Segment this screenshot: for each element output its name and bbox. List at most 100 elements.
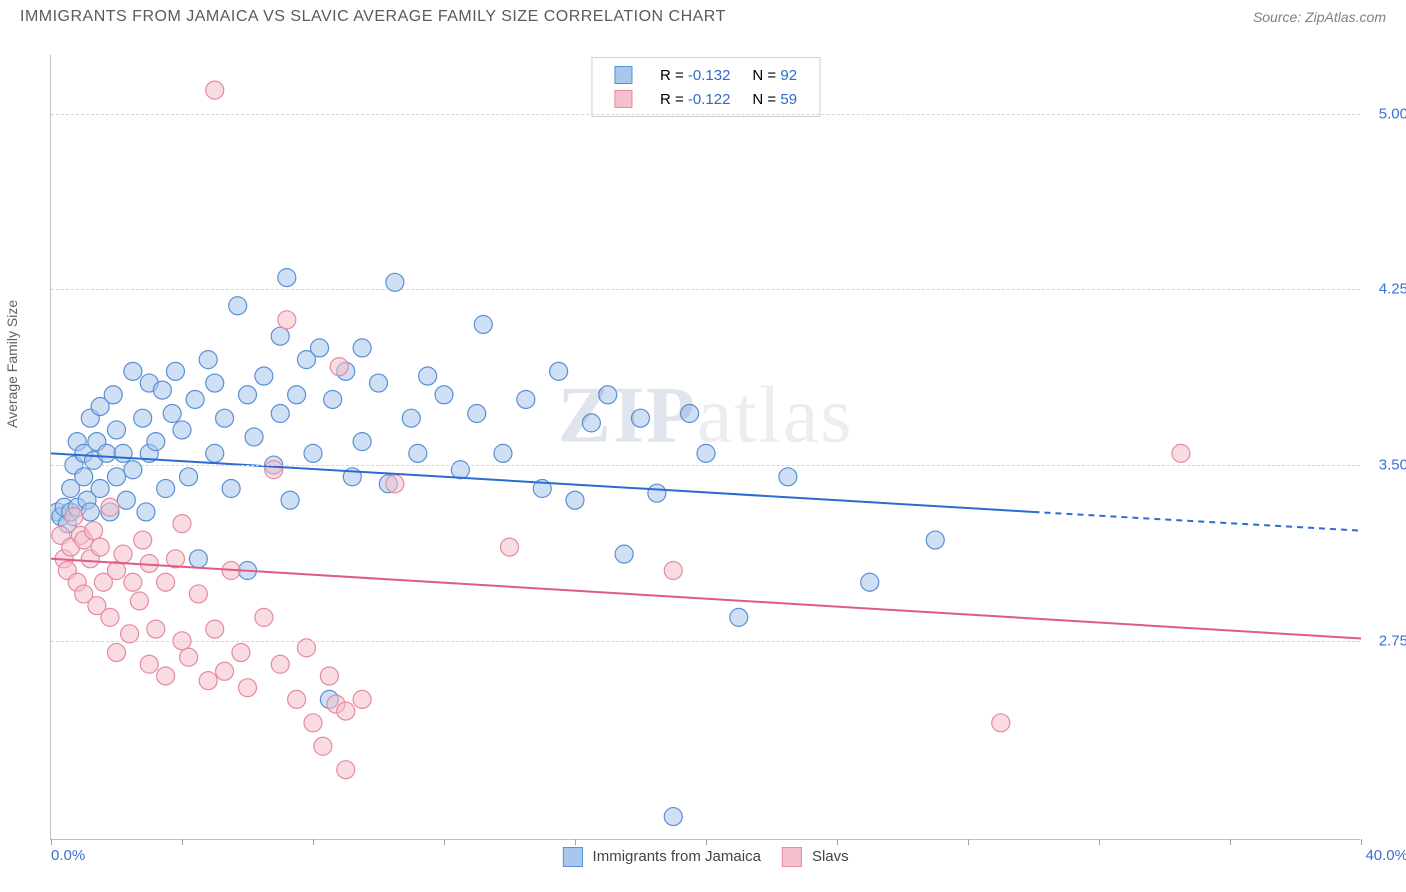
data-point — [320, 667, 338, 685]
data-point — [134, 531, 152, 549]
y-tick-label: 4.25 — [1379, 281, 1406, 298]
data-point — [104, 386, 122, 404]
chart-plot-area: ZIPatlas R = -0.132 N = 92 R = -0.122 N … — [50, 55, 1360, 840]
x-tick — [1099, 839, 1100, 845]
data-point — [664, 808, 682, 826]
x-tick — [51, 839, 52, 845]
data-point — [239, 679, 257, 697]
gridline — [51, 114, 1360, 115]
data-point — [157, 480, 175, 498]
trend-line-extrapolated — [1034, 512, 1362, 531]
x-tick — [182, 839, 183, 845]
data-point — [199, 351, 217, 369]
trend-line — [51, 453, 1034, 512]
data-point — [550, 362, 568, 380]
x-tick — [444, 839, 445, 845]
data-point — [330, 358, 348, 376]
data-point — [271, 655, 289, 673]
data-point — [648, 484, 666, 502]
data-point — [199, 672, 217, 690]
data-point — [697, 444, 715, 462]
data-point — [474, 315, 492, 333]
data-point — [337, 702, 355, 720]
data-point — [101, 498, 119, 516]
data-point — [229, 297, 247, 315]
data-point — [232, 644, 250, 662]
data-point — [189, 550, 207, 568]
y-axis-label: Average Family Size — [4, 300, 20, 428]
gridline — [51, 641, 1360, 642]
data-point — [324, 390, 342, 408]
x-tick — [1230, 839, 1231, 845]
data-point — [386, 475, 404, 493]
data-point — [501, 538, 519, 556]
x-axis-min-label: 0.0% — [51, 847, 85, 864]
data-point — [153, 381, 171, 399]
data-point — [255, 367, 273, 385]
data-point — [65, 508, 83, 526]
data-point — [245, 428, 263, 446]
data-point — [419, 367, 437, 385]
data-point — [566, 491, 584, 509]
data-point — [409, 444, 427, 462]
data-point — [114, 545, 132, 563]
data-point — [137, 503, 155, 521]
data-point — [216, 409, 234, 427]
data-point — [124, 461, 142, 479]
data-point — [582, 414, 600, 432]
data-point — [370, 374, 388, 392]
data-point — [108, 562, 126, 580]
gridline — [51, 289, 1360, 290]
data-point — [147, 620, 165, 638]
data-point — [278, 269, 296, 287]
data-point — [124, 362, 142, 380]
x-tick — [1361, 839, 1362, 845]
data-point — [311, 339, 329, 357]
data-point — [314, 737, 332, 755]
x-axis-max-label: 40.0% — [1365, 847, 1406, 864]
chart-title: IMMIGRANTS FROM JAMAICA VS SLAVIC AVERAG… — [20, 8, 726, 26]
data-point — [173, 515, 191, 533]
data-point — [730, 608, 748, 626]
data-point — [130, 592, 148, 610]
data-point — [779, 468, 797, 486]
source-label: Source: ZipAtlas.com — [1253, 9, 1386, 25]
data-point — [353, 339, 371, 357]
data-point — [117, 491, 135, 509]
x-tick — [968, 839, 969, 845]
data-point — [91, 538, 109, 556]
data-point — [926, 531, 944, 549]
data-point — [206, 620, 224, 638]
data-point — [216, 662, 234, 680]
data-point — [451, 461, 469, 479]
data-point — [304, 444, 322, 462]
y-tick-label: 3.50 — [1379, 457, 1406, 474]
data-point — [517, 390, 535, 408]
data-point — [353, 433, 371, 451]
legend-label-jamaica: Immigrants from Jamaica — [593, 848, 761, 865]
data-point — [180, 468, 198, 486]
data-point — [222, 480, 240, 498]
data-point — [124, 573, 142, 591]
data-point — [271, 327, 289, 345]
data-point — [189, 585, 207, 603]
data-point — [435, 386, 453, 404]
data-point — [163, 405, 181, 423]
data-point — [288, 690, 306, 708]
data-point — [1172, 444, 1190, 462]
data-point — [271, 405, 289, 423]
data-point — [681, 405, 699, 423]
trend-line — [51, 559, 1361, 639]
data-point — [206, 374, 224, 392]
data-point — [206, 444, 224, 462]
data-point — [992, 714, 1010, 732]
scatter-svg — [51, 55, 1361, 840]
data-point — [186, 390, 204, 408]
data-point — [173, 421, 191, 439]
data-point — [304, 714, 322, 732]
data-point — [98, 444, 116, 462]
data-point — [101, 608, 119, 626]
data-point — [157, 573, 175, 591]
legend-row-slavs: R = -0.122 N = 59 — [604, 88, 807, 110]
data-point — [91, 480, 109, 498]
